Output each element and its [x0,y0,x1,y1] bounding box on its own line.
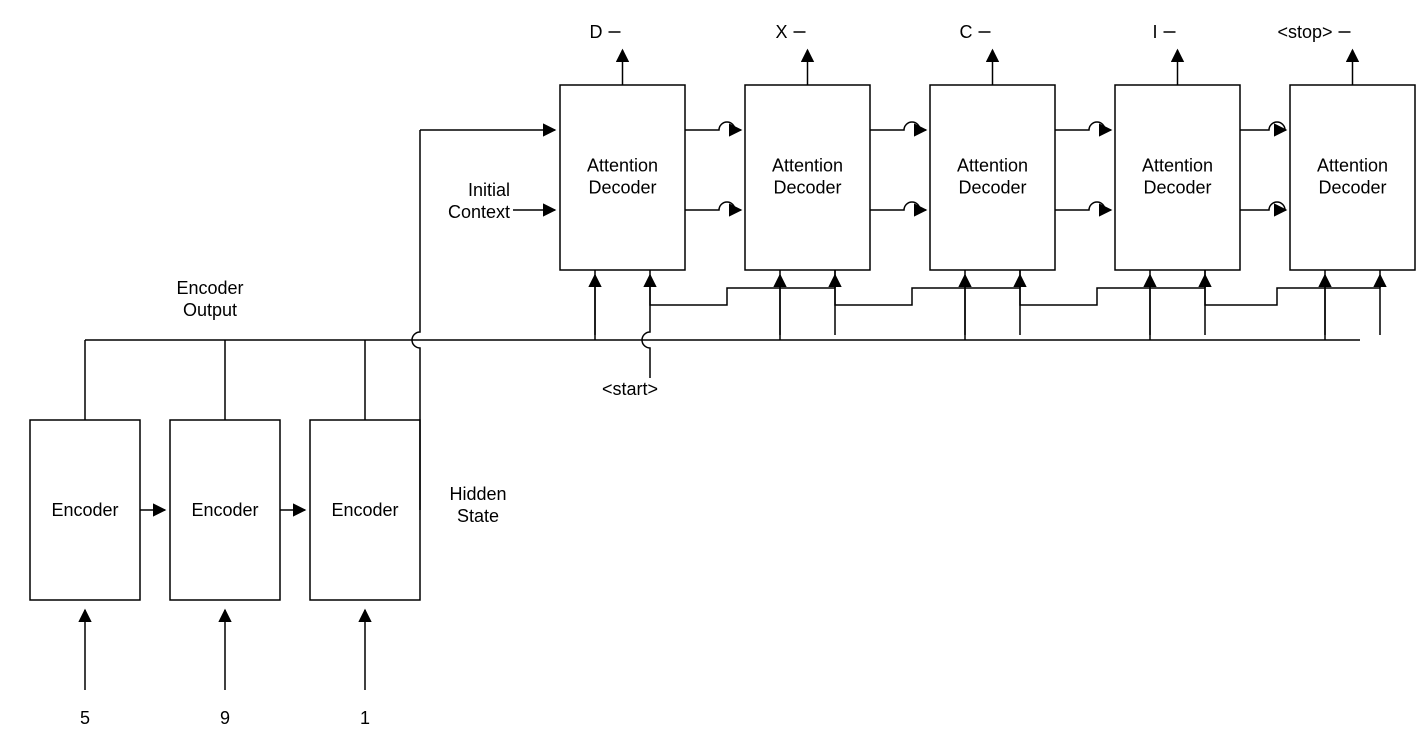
encoder-2-input-label: 1 [360,708,370,728]
decoder-4-out-label: <stop> [1277,22,1332,42]
start-token-label: <start> [602,379,658,399]
initial-context-label-2: Context [448,202,510,222]
dec2-fb-route [1020,270,1205,305]
dec1-to-dec2-upper [870,122,926,130]
decoder-0-label-2: Decoder [588,178,656,198]
encoder-0-input-label: 5 [80,708,90,728]
dec1-to-dec2-lower [870,202,926,210]
dec3-to-dec4-upper [1240,122,1286,130]
dec0-to-dec1-lower [685,202,741,210]
dec2-to-dec3-upper [1055,122,1111,130]
encoder-1-input-label: 9 [220,708,230,728]
decoder-3-out-label: I [1152,22,1157,42]
start-rise [642,279,650,378]
encoder-0-label: Encoder [51,500,118,520]
dec3-to-dec4-lower [1240,202,1286,210]
hidden-state-label-1: Hidden [449,484,506,504]
dec1-fb-route [835,270,1020,305]
decoder-1-out-label: X [775,22,787,42]
dec2-to-dec3-lower [1055,202,1111,210]
decoder-1-label-1: Attention [772,156,843,176]
initial-context-label-1: Initial [468,180,510,200]
encoder-output-label-2: Output [183,300,237,320]
dec3-fb-route [1205,270,1380,305]
encoder-output-label-1: Encoder [176,278,243,298]
encoder-1-label: Encoder [191,500,258,520]
decoder-3-label-1: Attention [1142,156,1213,176]
decoder-2-label-2: Decoder [958,178,1026,198]
decoder-1-label-2: Decoder [773,178,841,198]
decoder-0-out-label: D [590,22,603,42]
decoder-4-label-2: Decoder [1318,178,1386,198]
decoder-3-label-2: Decoder [1143,178,1211,198]
decoder-2-label-1: Attention [957,156,1028,176]
encoder-2-label: Encoder [331,500,398,520]
hidden-state-label-2: State [457,506,499,526]
dec0-fb-route [650,270,835,305]
decoder-2-out-label: C [960,22,973,42]
decoder-0-label-1: Attention [587,156,658,176]
decoder-4-label-1: Attention [1317,156,1388,176]
dec0-to-dec1-upper [685,122,741,130]
